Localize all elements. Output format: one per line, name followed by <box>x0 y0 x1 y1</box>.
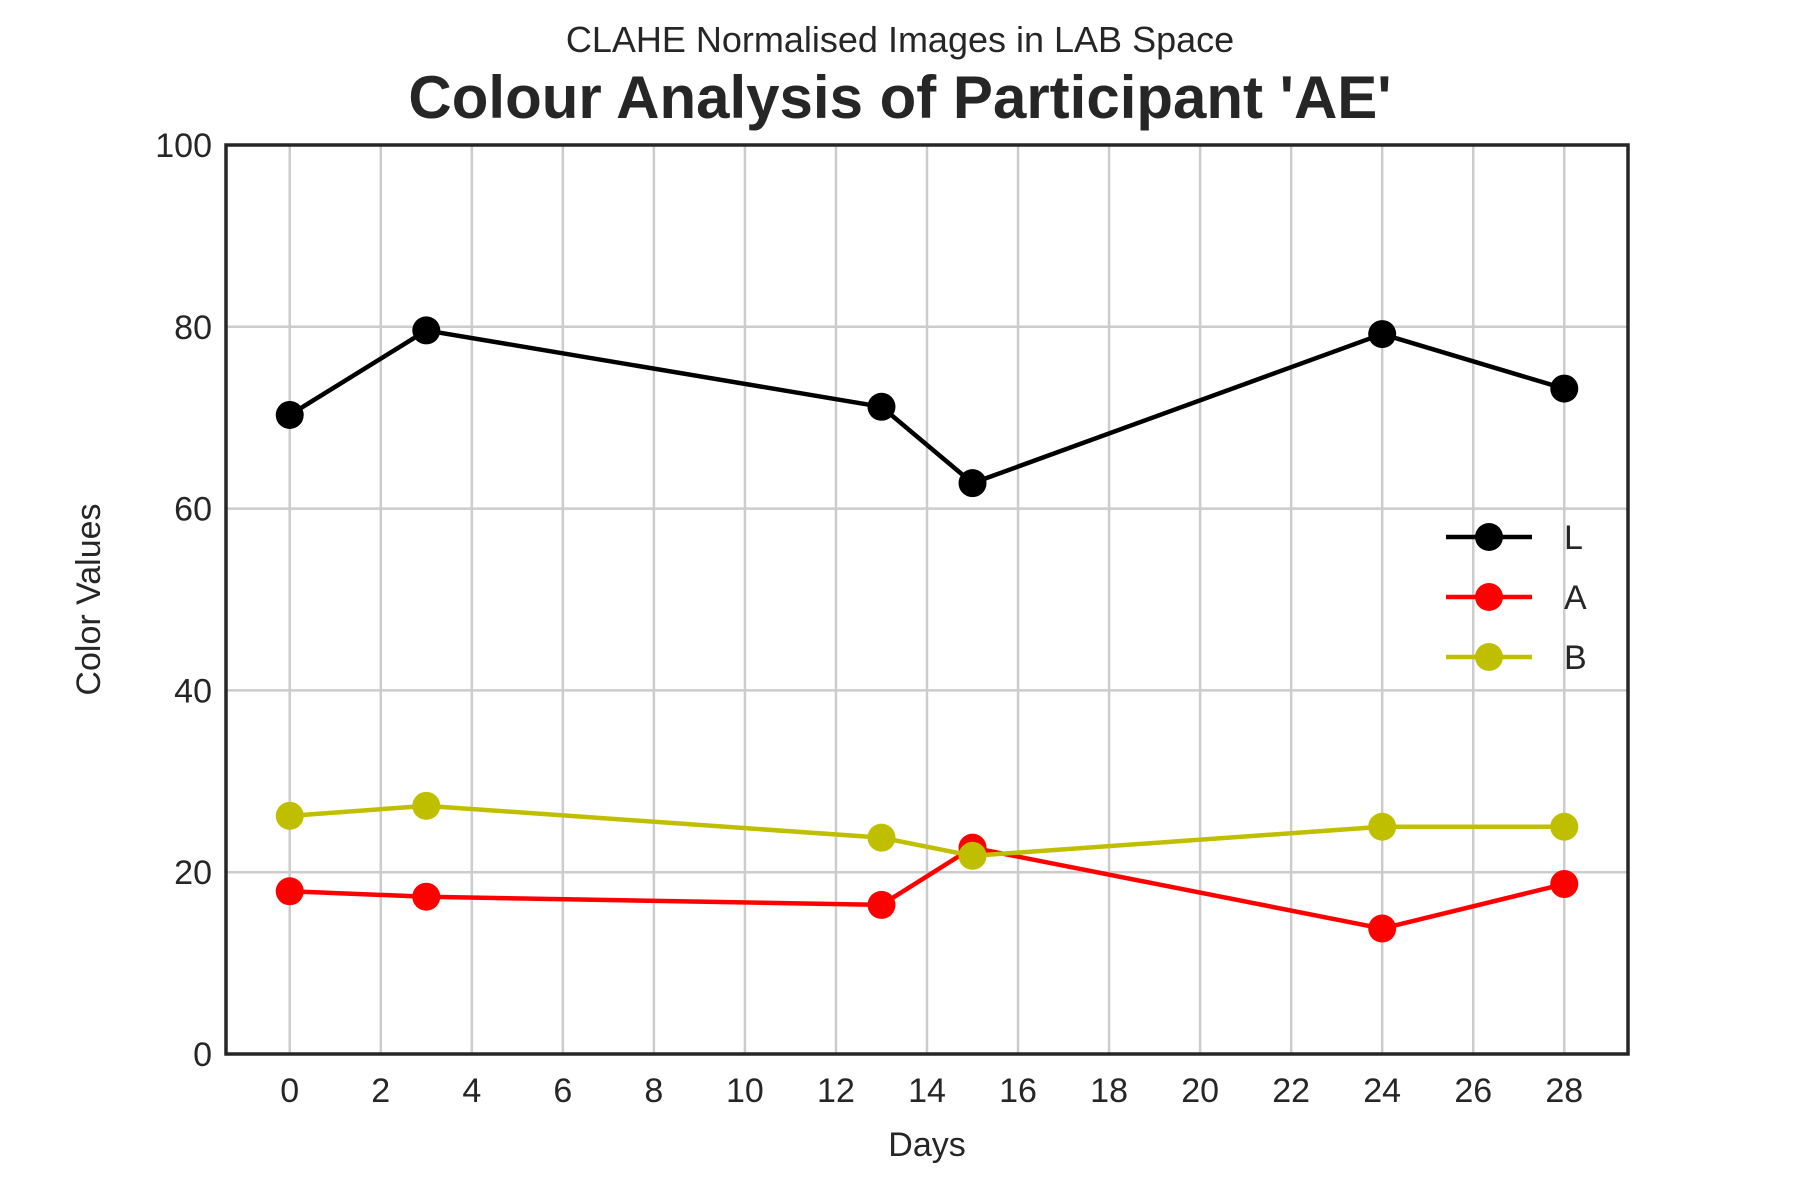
x-tick-label: 0 <box>280 1072 299 1110</box>
series-l <box>275 316 1579 498</box>
y-tick-label: 20 <box>174 854 212 892</box>
legend: LAB <box>1446 519 1587 677</box>
data-point-a <box>867 890 896 919</box>
y-tick-label: 60 <box>174 491 212 529</box>
y-tick-label: 0 <box>193 1036 212 1074</box>
x-tick-label: 2 <box>371 1072 390 1110</box>
y-tick-label: 80 <box>174 309 212 347</box>
series-line-l <box>288 328 1565 486</box>
x-tick-label: 10 <box>726 1072 764 1110</box>
chart-title: Colour Analysis of Participant 'AE' <box>408 64 1391 131</box>
data-series <box>275 316 1579 943</box>
data-point-b <box>275 801 304 830</box>
grid-lines <box>226 143 1628 1056</box>
data-point-l <box>1550 374 1579 403</box>
data-point-b <box>1550 812 1579 841</box>
legend-marker-l <box>1475 523 1503 551</box>
data-point-b <box>867 823 896 852</box>
legend-item-b: B <box>1446 639 1587 677</box>
x-tick-label: 18 <box>1090 1072 1128 1110</box>
x-tick-label: 14 <box>908 1072 946 1110</box>
series-b <box>275 791 1579 870</box>
data-point-l <box>275 400 304 429</box>
x-tick-label: 8 <box>644 1072 663 1110</box>
data-point-l <box>867 392 896 421</box>
data-point-b <box>958 841 987 870</box>
x-tick-label: 28 <box>1545 1072 1583 1110</box>
legend-item-a: A <box>1446 579 1587 617</box>
legend-label-l: L <box>1564 519 1583 557</box>
data-point-a <box>412 882 441 911</box>
data-point-l <box>412 316 441 345</box>
x-tick-label: 24 <box>1363 1072 1401 1110</box>
y-tick-label: 40 <box>174 672 212 710</box>
x-tick-label: 26 <box>1454 1072 1492 1110</box>
data-point-b <box>1368 812 1397 841</box>
data-point-b <box>412 791 441 820</box>
x-tick-label: 4 <box>462 1072 481 1110</box>
legend-label-a: A <box>1564 579 1587 617</box>
x-tick-label: 16 <box>999 1072 1037 1110</box>
x-axis-label: Days <box>888 1126 965 1164</box>
legend-marker-a <box>1475 583 1503 611</box>
y-tick-label: 100 <box>155 127 212 165</box>
series-line-b <box>289 803 1565 859</box>
data-point-l <box>958 469 987 498</box>
y-axis-label: Color Values <box>70 503 108 695</box>
series-line-a <box>289 845 1565 931</box>
legend-item-l: L <box>1446 519 1583 557</box>
data-point-l <box>1368 320 1397 349</box>
x-tick-label: 12 <box>817 1072 855 1110</box>
x-tick-label: 6 <box>553 1072 572 1110</box>
data-point-a <box>1550 870 1579 899</box>
series-a <box>275 833 1579 943</box>
legend-marker-b <box>1475 643 1503 671</box>
legend-label-b: B <box>1564 639 1587 677</box>
x-tick-label: 22 <box>1272 1072 1310 1110</box>
chart-subtitle: CLAHE Normalised Images in LAB Space <box>566 19 1234 60</box>
plot-frame <box>224 143 1630 1056</box>
data-point-a <box>275 877 304 906</box>
data-point-a <box>1368 914 1397 943</box>
x-tick-label: 20 <box>1181 1072 1219 1110</box>
